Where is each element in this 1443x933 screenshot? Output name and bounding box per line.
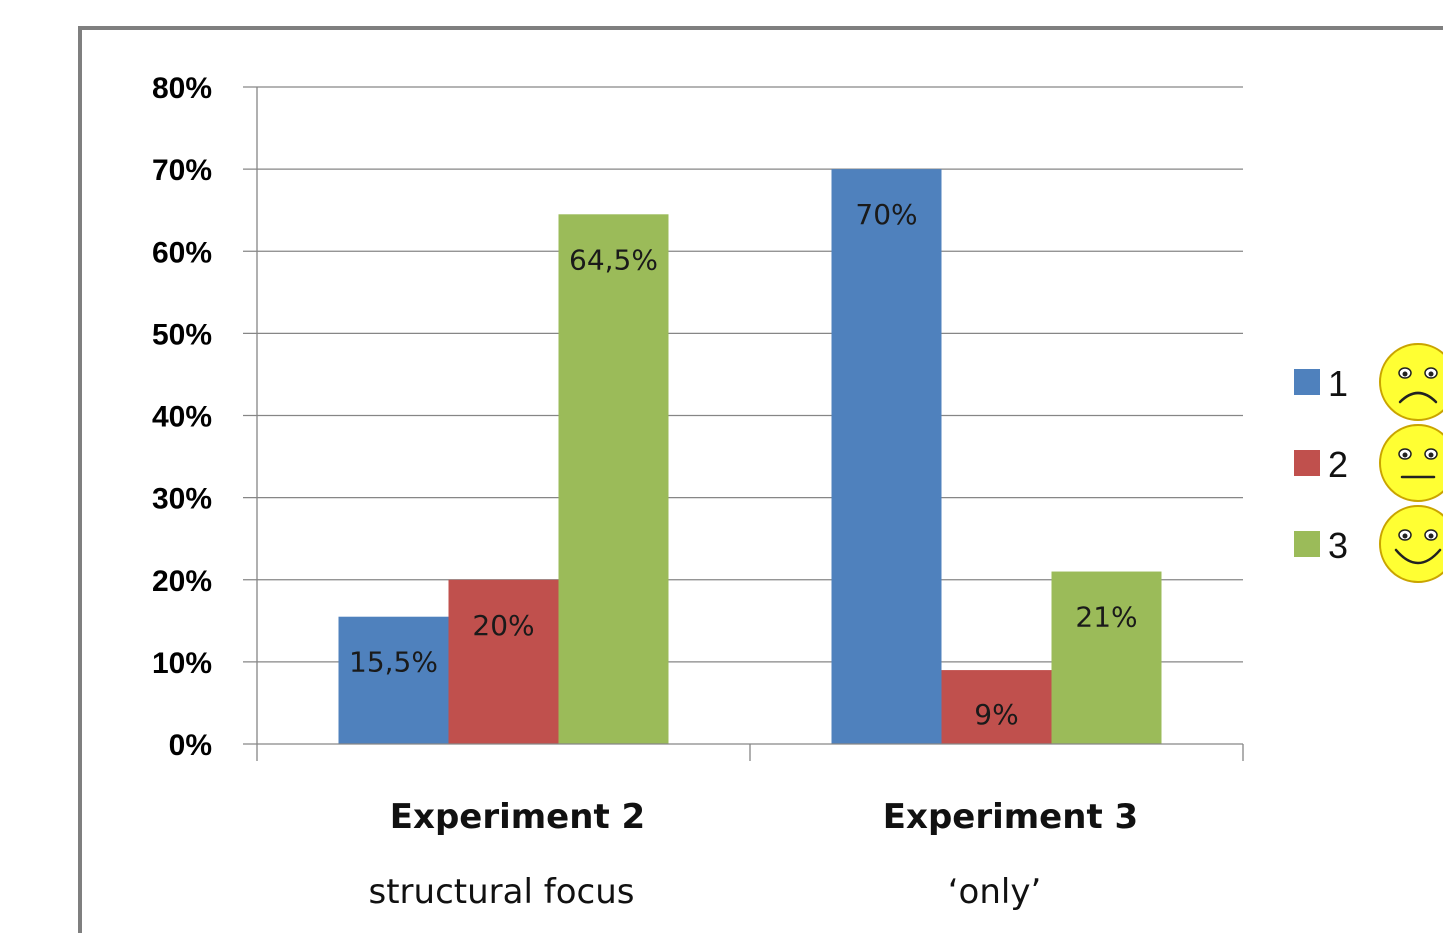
- category-sublabel: structural focus: [369, 872, 635, 912]
- mouth: [1394, 548, 1442, 565]
- data-label: 70%: [855, 198, 917, 231]
- bar-series-2: [448, 579, 559, 744]
- category-label: Experiment 2: [390, 797, 645, 837]
- pupil: [1428, 533, 1434, 539]
- category-label: Experiment 3: [883, 797, 1138, 837]
- neutral-face-icon: [1379, 424, 1443, 502]
- data-label: 20%: [472, 609, 534, 642]
- data-label: 15,5%: [349, 646, 438, 679]
- y-tick-label: 40%: [152, 401, 212, 434]
- pupil: [1402, 452, 1408, 458]
- legend-swatch: [1294, 450, 1320, 476]
- category-sublabel: ‘only’: [948, 872, 1042, 912]
- y-tick-label: 10%: [152, 647, 212, 680]
- face: [1379, 424, 1443, 502]
- bar-series-1: [831, 169, 942, 744]
- x-axis: [243, 87, 1244, 761]
- pupil: [1428, 371, 1434, 377]
- y-tick-label: 0%: [169, 729, 212, 762]
- bar-labels: 15,5% 20% 64,5% 70% 9% 21%: [349, 198, 1138, 731]
- y-axis-ticks: 0% 10% 20% 30% 40% 50% 60% 70% 80%: [152, 72, 212, 762]
- bar-series-2: [941, 670, 1052, 744]
- legend: 1 2 3: [1294, 343, 1443, 583]
- legend-label: 1: [1328, 363, 1348, 404]
- bars: [338, 169, 1162, 744]
- y-tick-label: 20%: [152, 565, 212, 598]
- data-label: 64,5%: [569, 243, 658, 276]
- bar-series-1: [338, 616, 449, 744]
- legend-item-3: 3: [1294, 505, 1443, 583]
- legend-label: 3: [1328, 525, 1348, 566]
- y-tick-label: 80%: [152, 72, 212, 105]
- legend-item-1: 1: [1294, 343, 1443, 421]
- gridlines: [243, 86, 1243, 663]
- legend-swatch: [1294, 369, 1320, 395]
- pupil: [1402, 533, 1408, 539]
- data-label: 21%: [1075, 601, 1137, 634]
- bar-series-3: [1051, 571, 1162, 744]
- data-label: 9%: [974, 698, 1018, 731]
- y-tick-label: 50%: [152, 318, 212, 351]
- chart-frame: [78, 26, 1443, 933]
- mouth: [1398, 391, 1438, 404]
- sad-face-icon: [1379, 343, 1443, 421]
- category-labels: Experiment 2 structural focus Experiment 3…: [369, 797, 1139, 912]
- legend-swatch: [1294, 531, 1320, 557]
- happy-face-icon: [1379, 505, 1443, 583]
- y-tick-label: 70%: [152, 154, 212, 187]
- legend-label: 2: [1328, 444, 1348, 485]
- legend-item-2: 2: [1294, 424, 1443, 502]
- pupil: [1428, 452, 1434, 458]
- pupil: [1402, 371, 1408, 377]
- face: [1379, 343, 1443, 421]
- y-tick-label: 30%: [152, 483, 212, 516]
- bar-series-3: [558, 214, 669, 744]
- y-tick-label: 60%: [152, 236, 212, 269]
- face: [1379, 505, 1443, 583]
